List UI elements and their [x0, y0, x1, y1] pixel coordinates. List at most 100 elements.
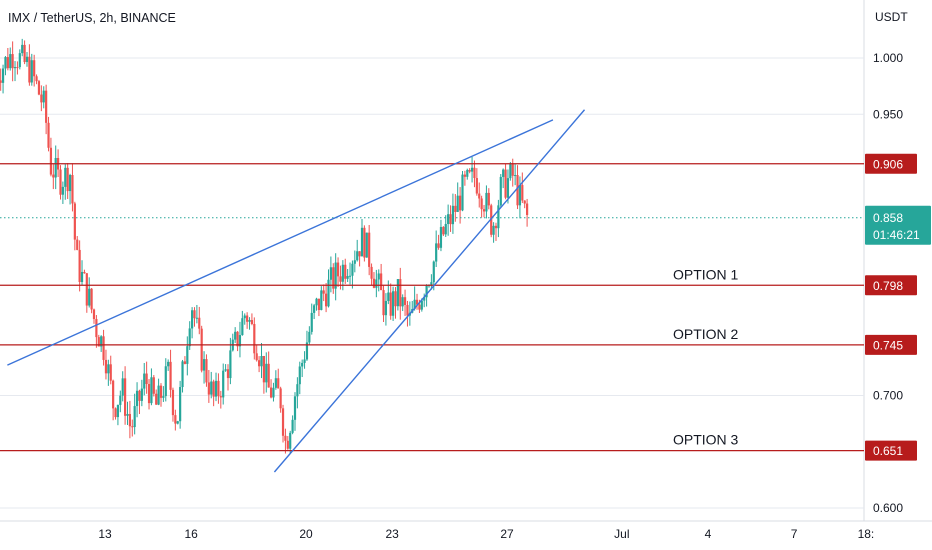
- candle-body: [83, 271, 86, 274]
- candle-body: [147, 384, 151, 404]
- candle-body: [265, 363, 268, 383]
- candle-body: [277, 378, 280, 389]
- candle-body: [61, 186, 64, 195]
- candle-body: [195, 317, 198, 319]
- candle-body: [521, 185, 524, 201]
- candle-body: [167, 361, 170, 367]
- candle-body: [23, 44, 26, 63]
- candle-body: [6, 57, 9, 69]
- candle-body: [0, 80, 2, 83]
- level-tag-bg: [865, 275, 917, 296]
- candle-body: [37, 81, 41, 95]
- candle-body: [423, 297, 426, 301]
- candle-body: [262, 355, 265, 383]
- y-tick-label: 0.700: [873, 389, 903, 403]
- candle-body: [28, 56, 31, 83]
- candle-body: [502, 169, 505, 177]
- candle-body: [200, 328, 203, 371]
- candle-body: [250, 320, 254, 324]
- candle-body: [258, 360, 261, 367]
- candle-body: [506, 178, 510, 198]
- candle-body: [439, 226, 443, 248]
- upper-wedge-line: [7, 119, 554, 366]
- candle-body: [241, 318, 244, 336]
- candle-body: [78, 249, 81, 283]
- candle-body: [248, 320, 251, 322]
- candle-body: [487, 192, 490, 206]
- candle-body: [202, 359, 206, 371]
- candle-body: [454, 205, 457, 212]
- candle-body: [25, 56, 29, 63]
- option-label: OPTION 2: [673, 326, 739, 342]
- candle-body: [42, 90, 45, 103]
- candle-body: [432, 261, 435, 283]
- candle-body: [104, 359, 108, 374]
- candle-body: [181, 361, 184, 388]
- x-tick-label: 27: [500, 527, 514, 541]
- candle-body: [143, 373, 146, 389]
- candle-body: [13, 67, 17, 69]
- candle-body: [334, 262, 337, 289]
- candle-body: [198, 317, 201, 329]
- candle-body: [133, 406, 136, 428]
- candle-body: [451, 205, 455, 225]
- chart-title: IMX / TetherUS, 2h, BINANCE: [8, 11, 176, 25]
- candle-body: [243, 315, 246, 319]
- candle-body: [40, 94, 43, 103]
- candle-body: [274, 378, 277, 388]
- candle-body: [119, 395, 122, 405]
- candle-body: [461, 174, 464, 211]
- candle-body: [193, 310, 196, 319]
- current-price-bg: [865, 205, 931, 245]
- level-price-tag: 0.906: [865, 153, 917, 174]
- candle-body: [169, 361, 172, 390]
- candle-body: [66, 167, 69, 192]
- candle-body: [437, 243, 440, 248]
- candle-body: [442, 226, 445, 235]
- candle-body: [222, 370, 225, 398]
- candle-body: [73, 203, 76, 240]
- candle-body: [499, 176, 502, 206]
- candle-body: [341, 264, 344, 282]
- candle-body: [286, 440, 289, 449]
- candle-body: [372, 278, 376, 288]
- candle-body: [413, 299, 416, 310]
- candle-body: [183, 361, 187, 364]
- candle-body: [336, 262, 340, 277]
- candle-body: [90, 288, 93, 310]
- candle-body: [219, 396, 222, 398]
- candle-body: [325, 293, 328, 307]
- x-tick-label: 20: [299, 527, 313, 541]
- candle-body: [217, 380, 220, 397]
- level-price-tag: 0.651: [865, 440, 917, 461]
- candles: [0, 38, 529, 454]
- candle-body: [375, 279, 378, 288]
- candle-body: [100, 336, 103, 347]
- candle-body: [124, 378, 127, 416]
- level-tag-bg: [865, 334, 917, 355]
- candle-body: [162, 396, 165, 398]
- candle-body: [207, 382, 210, 395]
- candle-body: [272, 387, 275, 398]
- level-tag-label: 0.798: [873, 279, 903, 293]
- candle-body: [49, 147, 53, 175]
- candle-body: [236, 331, 239, 347]
- candle-body: [449, 214, 452, 225]
- y-tick-label: 0.600: [873, 501, 903, 515]
- candle-body: [121, 378, 124, 396]
- candle-body: [229, 350, 232, 379]
- x-tick-label: 16: [184, 527, 198, 541]
- level-tag-bg: [865, 153, 917, 174]
- candle-body: [140, 388, 143, 401]
- candle-body: [363, 227, 366, 258]
- x-tick-label: 13: [98, 527, 112, 541]
- candle-body: [92, 309, 96, 320]
- candle-body: [284, 435, 287, 441]
- option-label: OPTION 3: [673, 432, 739, 448]
- candle-body: [293, 396, 297, 420]
- candle-body: [420, 300, 423, 310]
- candle-body: [415, 299, 419, 305]
- candle-body: [490, 205, 493, 235]
- candle-body: [504, 169, 507, 198]
